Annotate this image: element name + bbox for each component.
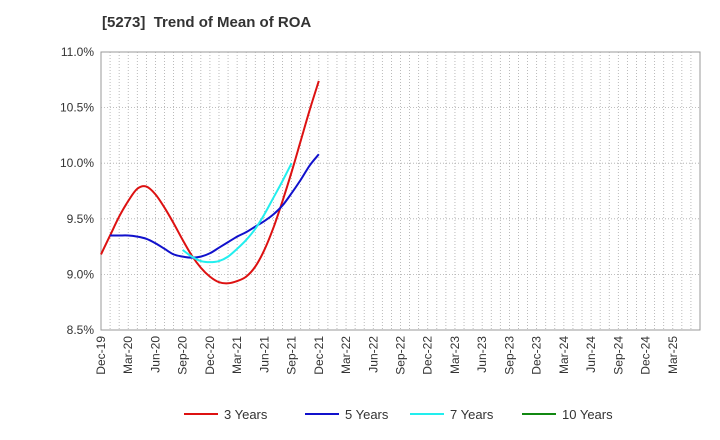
x-tick-label: Sep-22	[394, 336, 408, 375]
x-tick-label: Mar-24	[557, 336, 571, 374]
legend-label: 3 Years	[224, 407, 268, 422]
x-tick-label: Jun-20	[148, 336, 162, 373]
x-tick-label: Sep-24	[611, 336, 625, 375]
x-tick-label: Dec-23	[530, 336, 544, 375]
y-tick-label: 10.0%	[60, 156, 94, 170]
x-tick-label: Dec-24	[639, 336, 653, 375]
chart-title: [5273] Trend of Mean of ROA	[102, 14, 312, 31]
x-tick-label: Sep-20	[176, 336, 190, 375]
y-tick-label: 11.0%	[61, 45, 94, 59]
x-tick-label: Jun-21	[257, 336, 271, 373]
y-axis-ticks: 8.5% 9.0% 9.5% 10.0% 10.5% 11.0%	[60, 45, 94, 337]
x-tick-label: Mar-22	[339, 336, 353, 374]
series-line-7-years	[182, 162, 293, 264]
y-tick-label: 9.0%	[67, 267, 95, 281]
x-tick-label: Sep-23	[502, 336, 516, 375]
x-tick-label: Mar-23	[448, 336, 462, 374]
x-tick-label: Dec-20	[203, 336, 217, 375]
x-tick-label: Mar-21	[230, 336, 244, 374]
y-tick-label: 10.5%	[60, 101, 94, 115]
x-tick-label: Jun-22	[366, 336, 380, 373]
legend-label: 7 Years	[450, 407, 494, 422]
series-line-5-years	[110, 153, 320, 259]
x-tick-label: Dec-22	[421, 336, 435, 375]
x-axis-ticks: Dec-19 Mar-20 Jun-20 Sep-20 Dec-20 Mar-21 Jun-…	[94, 336, 680, 375]
x-tick-label: Dec-21	[312, 336, 326, 375]
grid-layer	[101, 52, 700, 330]
series-layer	[100, 80, 320, 285]
x-tick-label: Jun-24	[584, 336, 598, 373]
y-tick-label: 8.5%	[67, 323, 95, 337]
x-tick-label: Jun-23	[475, 336, 489, 373]
x-tick-label: Dec-19	[94, 336, 108, 375]
legend-label: 10 Years	[562, 407, 613, 422]
x-tick-label: Mar-20	[121, 336, 135, 374]
y-tick-label: 9.5%	[67, 212, 95, 226]
legend-label: 5 Years	[345, 407, 389, 422]
x-tick-label: Sep-21	[285, 336, 299, 375]
legend: 3 Years 5 Years 7 Years 10 Years	[184, 407, 613, 422]
x-tick-label: Mar-25	[666, 336, 680, 374]
series-line-3-years	[100, 80, 320, 285]
